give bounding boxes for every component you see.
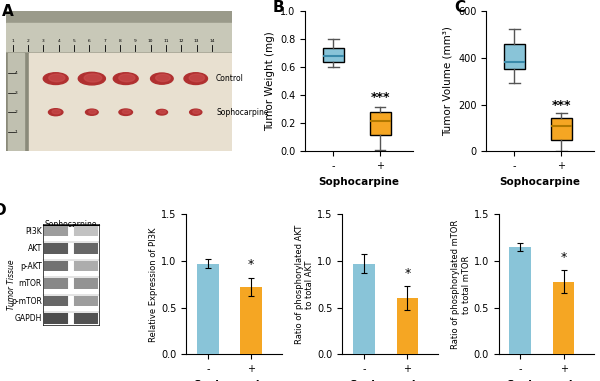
Ellipse shape [159,110,166,114]
Ellipse shape [84,74,102,82]
Text: B: B [273,0,285,15]
Text: 13: 13 [194,39,199,43]
Bar [553,282,574,354]
FancyBboxPatch shape [44,314,68,324]
FancyBboxPatch shape [74,279,98,289]
FancyBboxPatch shape [74,243,98,254]
Ellipse shape [49,74,65,82]
Bar [397,298,418,354]
Text: 9: 9 [134,39,137,43]
Text: PI3K: PI3K [25,227,42,236]
Bar [353,264,375,354]
Text: 11: 11 [163,39,169,43]
Bar [8,53,24,151]
Text: 10: 10 [148,39,154,43]
Text: p-mTOR: p-mTOR [11,297,42,306]
Text: 3: 3 [15,91,17,94]
Text: C: C [454,0,465,15]
X-axis label: Sophocarpine: Sophocarpine [193,379,274,381]
Text: mTOR: mTOR [19,279,42,288]
Text: ***: *** [370,91,390,104]
Ellipse shape [151,73,173,84]
FancyBboxPatch shape [74,226,98,237]
FancyBboxPatch shape [74,314,98,324]
Ellipse shape [156,109,167,115]
Y-axis label: Tumor Weight (mg): Tumor Weight (mg) [265,32,275,131]
Y-axis label: Ratio of phosphorylated mTOR
to total mTOR: Ratio of phosphorylated mTOR to total mT… [451,220,471,349]
PathPatch shape [370,112,391,134]
Ellipse shape [193,110,200,114]
Text: A: A [1,5,13,19]
Text: 1: 1 [15,130,17,134]
Bar [29,53,232,151]
FancyBboxPatch shape [44,226,68,237]
Text: 4: 4 [58,39,60,43]
Ellipse shape [49,109,63,116]
X-axis label: Sophocarpine: Sophocarpine [319,177,400,187]
Text: 5: 5 [73,39,76,43]
FancyBboxPatch shape [44,243,68,254]
X-axis label: Sophocarpine: Sophocarpine [506,379,587,381]
Text: 2: 2 [27,39,29,43]
Text: *: * [560,251,567,264]
Ellipse shape [190,109,202,115]
Ellipse shape [43,73,68,85]
Bar [6,22,232,51]
FancyBboxPatch shape [44,279,68,289]
Bar [241,287,262,354]
Text: GAPDH: GAPDH [14,314,42,323]
Text: 8: 8 [119,39,121,43]
Text: +: + [82,228,89,237]
FancyBboxPatch shape [44,296,68,306]
Y-axis label: Ratio of phosphorylated AKT
to total AKT: Ratio of phosphorylated AKT to total AKT [295,225,314,344]
Text: −: − [53,228,59,237]
Text: AKT: AKT [28,244,42,253]
Text: 1: 1 [11,39,14,43]
Text: p-AKT: p-AKT [20,262,42,271]
Text: 6: 6 [88,39,91,43]
FancyBboxPatch shape [74,296,98,306]
Ellipse shape [122,110,130,114]
Text: Tumor Tissue: Tumor Tissue [7,259,16,310]
Text: D: D [0,203,7,218]
Ellipse shape [89,110,97,114]
Ellipse shape [189,74,205,82]
PathPatch shape [323,48,344,62]
Text: Sophocarpine: Sophocarpine [45,220,97,229]
Text: Sophocarpine: Sophocarpine [216,108,269,117]
Ellipse shape [113,73,138,85]
FancyBboxPatch shape [74,261,98,271]
Bar [197,264,218,354]
Bar [6,53,29,151]
Y-axis label: Relative Expression of PI3K: Relative Expression of PI3K [149,227,158,342]
Text: 12: 12 [179,39,184,43]
Text: Control: Control [216,74,244,83]
Ellipse shape [78,72,106,85]
Ellipse shape [52,110,61,114]
Ellipse shape [86,109,98,115]
Text: *: * [404,267,410,280]
Y-axis label: Tumor Volume (mm³): Tumor Volume (mm³) [443,26,452,136]
Text: 4: 4 [15,71,17,75]
Ellipse shape [119,109,133,115]
Bar [509,247,531,354]
Ellipse shape [184,73,208,85]
Bar [6,11,232,53]
FancyBboxPatch shape [44,261,68,271]
Text: 7: 7 [103,39,106,43]
Text: 3: 3 [42,39,45,43]
Text: 2: 2 [15,110,17,114]
Ellipse shape [119,74,135,82]
PathPatch shape [504,44,525,69]
Text: 14: 14 [209,39,215,43]
Text: ***: *** [551,99,571,112]
Text: *: * [248,258,254,271]
PathPatch shape [551,118,572,140]
X-axis label: Sophocarpine: Sophocarpine [500,177,581,187]
Ellipse shape [155,74,170,82]
X-axis label: Sophocarpine: Sophocarpine [350,379,431,381]
